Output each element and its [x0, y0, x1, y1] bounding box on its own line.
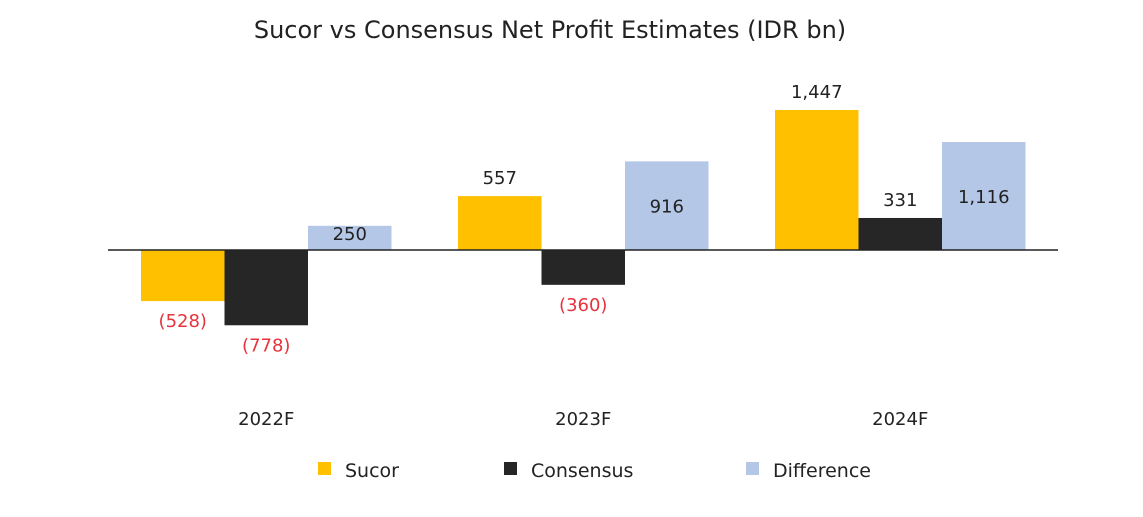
category-label: 2024F [872, 409, 928, 430]
data-label: 916 [650, 197, 684, 218]
data-label: 250 [333, 224, 367, 245]
category-label: 2022F [238, 409, 294, 430]
bar-sucor-2023f [458, 196, 542, 250]
category-labels: 2022F 2023F 2024F [238, 409, 928, 430]
bar-difference-2024f [942, 142, 1026, 250]
chart-title: Sucor vs Consensus Net Profit Estimates … [254, 16, 846, 44]
legend-swatch-consensus [504, 462, 517, 475]
bar-consensus-2022f [224, 250, 308, 326]
bar-consensus-2023f [541, 250, 625, 285]
data-label: (360) [559, 295, 607, 316]
bars [141, 110, 1026, 326]
bar-difference-2022f [308, 225, 392, 250]
bar-sucor-2022f [141, 250, 225, 302]
bar-difference-2023f [625, 161, 709, 250]
bar-consensus-2024f [858, 217, 942, 250]
legend-label-difference: Difference [773, 460, 871, 482]
bar-sucor-2024f [775, 110, 859, 250]
data-label: 1,116 [958, 187, 1010, 208]
data-label: (778) [242, 335, 290, 356]
category-label: 2023F [555, 409, 611, 430]
data-labels: (528) 557 1,447 (778) (360) 331 250 916 1,116 [159, 82, 1010, 356]
legend-swatch-difference [746, 462, 759, 475]
data-label: 331 [883, 190, 917, 211]
data-label: (528) [159, 311, 207, 332]
legend-swatch-sucor [318, 462, 331, 475]
legend-label-consensus: Consensus [531, 460, 633, 482]
legend-label-sucor: Sucor [345, 460, 399, 482]
data-label: 557 [483, 168, 517, 189]
data-label: 1,447 [791, 82, 843, 103]
legend: Sucor Consensus Difference [318, 460, 871, 482]
